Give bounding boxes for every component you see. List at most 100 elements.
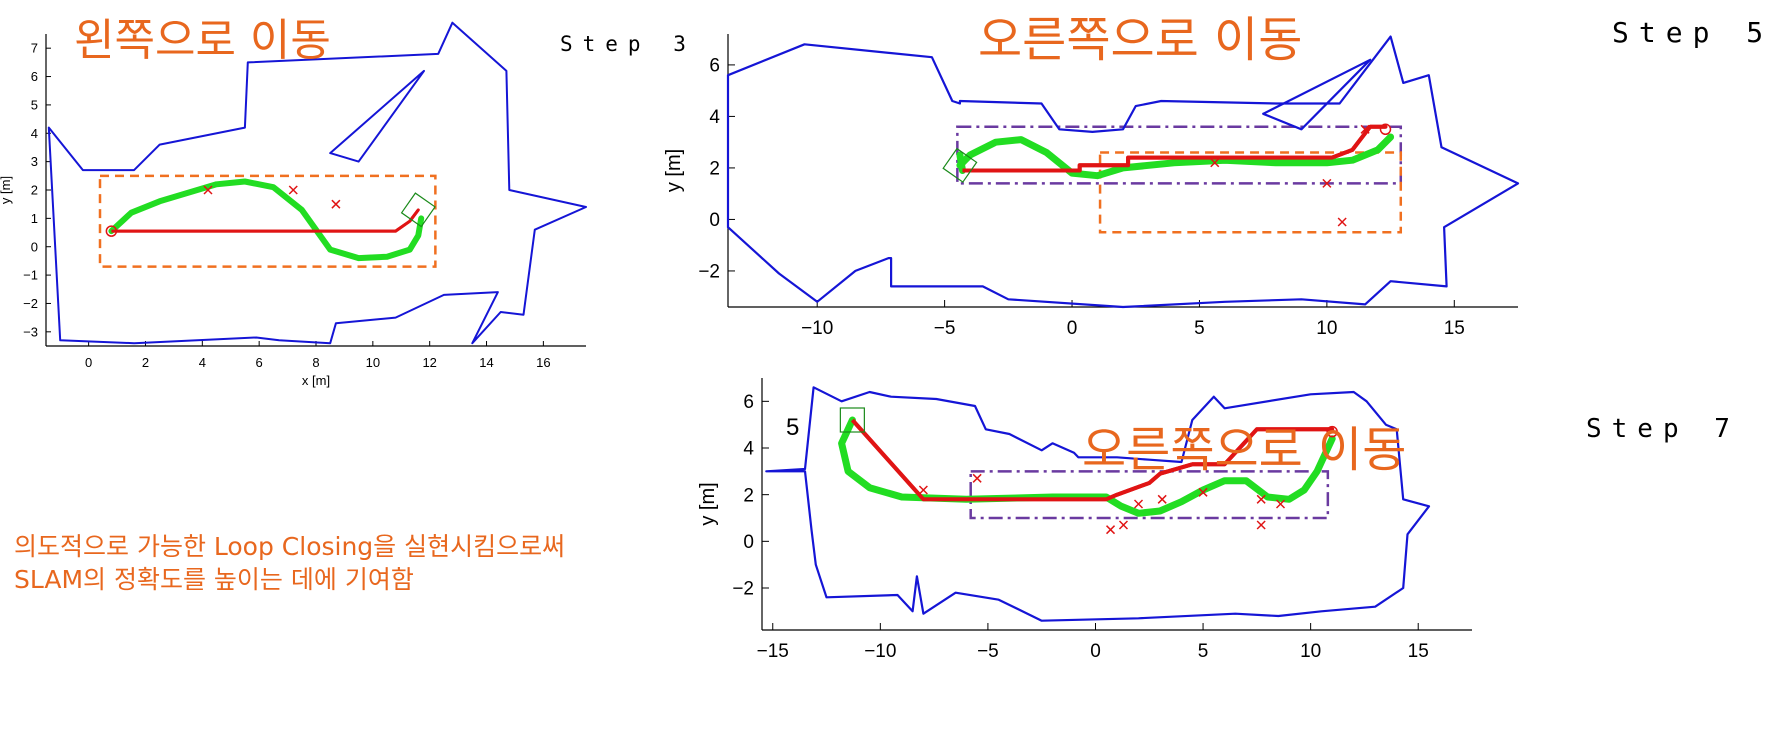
step5-true-trajectory [956,151,966,174]
step3-y-tick-label: 0 [31,239,38,254]
step3-y-tick-label: −2 [23,296,38,311]
step3-x-tick-label: 14 [479,355,493,370]
step5-y-tick-label: 4 [709,107,720,128]
step3-map-outline [329,69,425,163]
step7-landmark-marker [1275,499,1286,509]
step5-true-trajectory [956,133,1395,180]
step3-y-tick-label: 3 [31,154,38,169]
step3-x-tick-label: 4 [199,355,206,370]
step5-estimated-trajectory [962,124,1386,173]
step5-map-outline [1262,58,1372,131]
step3-estimated-trajectory [111,208,420,233]
step7-landmark-marker [972,473,982,483]
step7-landmark-marker [1256,494,1266,504]
step3-y-tick-label: −3 [23,324,38,339]
step3-y-tick-label: 7 [31,41,38,56]
step3-x-tick-label: 16 [536,355,550,370]
step3-y-tick-label: 5 [31,97,38,112]
step3-map-outline [47,21,587,345]
step7-purple-region [969,470,1330,520]
step3-estimated-trajectory [109,208,420,233]
step5-x-tick-label: 0 [1067,318,1078,339]
step7-landmark-marker [918,485,928,495]
step5-landmark-marker [1322,178,1332,188]
step7-x-tick-label: −10 [864,641,896,662]
step7-x-tick-label: 10 [1300,641,1321,662]
panel-step5: −10 −5 0 5 10 15 −2 0 2 4 6 y [m] 오른쪽으로 이동 Step 5 [663,0,1773,400]
caption-step3: 왼쪽으로 이동 [74,15,331,66]
caption-step5: 오른쪽으로 이동 [978,12,1303,68]
step3-y-tick-label: 4 [31,126,38,141]
step5-y-tick-label: 6 [709,56,720,77]
step-label-step7: Step 7 [1586,414,1740,444]
step7-start-marker [1326,425,1338,438]
step3-x-tick-label: 2 [142,355,149,370]
step3-landmark-marker [288,185,298,195]
step5-y-tick-label: 2 [709,159,720,180]
step3-y-tick-label: 1 [31,211,38,226]
step3-x-tick-label: 12 [422,355,436,370]
step5-x-tick-label: 10 [1316,318,1337,339]
step7-estimated-trajectory [850,418,1333,502]
step7-robot-marker [839,407,865,433]
step3-start-marker [105,225,118,237]
step7-landmark-marker [1157,494,1167,504]
step7-true-trajectory [838,416,1336,517]
step3-x-tick-label: 8 [312,355,319,370]
step-label-step3: Step 3 [560,32,696,56]
step3-robot-marker [400,192,436,228]
step5-x-tick-label: 15 [1444,318,1465,339]
description-line-2: SLAM의 정확도를 높이는 데에 기여함 [14,565,414,594]
step3-ylabel: y [m] [0,176,13,204]
step7-x-tick-label: −5 [977,641,999,662]
step7-y-tick-label: 6 [743,392,754,413]
step5-start-marker [1379,123,1392,136]
step-label-step5: Step 5 [1612,16,1773,49]
description-line-1: 의도적으로 가능한 Loop Closing을 실현시킴으로써 [14,532,566,561]
step5-ylabel: y [m] [663,149,685,192]
step7-x-tick-label: 0 [1090,641,1101,662]
step3-y-tick-label: 2 [31,183,38,198]
stray-number-five: 5 [786,414,800,441]
step5-x-tick-label: −10 [801,318,833,339]
step3-y-tick-label: 6 [31,69,38,84]
step5-x-tick-label: 5 [1194,318,1205,339]
step5-map-outline [726,35,1520,309]
step7-landmark-marker [1106,525,1116,535]
step7-map-outline [765,386,1431,622]
step5-y-tick-label: 0 [709,210,720,231]
step7-x-tick-label: 15 [1408,641,1429,662]
step7-x-tick-label: 5 [1198,641,1209,662]
step5-y-tick-label: −2 [698,262,720,283]
step5-landmark-marker [1337,217,1347,227]
step3-y-tick-label: −1 [23,268,38,283]
description: 의도적으로 가능한 Loop Closing을 실현시킴으로써 SLAM의 정확… [14,530,565,596]
step3-orange-region [98,174,437,268]
step7-landmark-marker [1133,499,1144,509]
step3-x-tick-label: 6 [256,355,263,370]
step5-x-tick-label: −5 [934,318,956,339]
step3-landmark-marker [331,199,341,209]
step7-landmark-marker [1256,520,1266,530]
step5-robot-marker [942,147,978,183]
step7-y-tick-label: 0 [743,532,754,553]
panel-step7: −15 −10 −5 0 5 10 15 −2 0 2 4 6 y [m] 오른쪽으로 이동 Step … [697,378,1730,744]
step7-y-tick-label: 4 [743,439,754,460]
step3-x-tick-label: 0 [85,355,92,370]
step7-landmark-marker [1118,520,1128,530]
step3-x-tick-label: 10 [366,355,380,370]
plot-step7: −15 −10 −5 0 5 10 15 −2 0 2 4 6 y [m] [697,378,1472,662]
step5-orange-region [1098,151,1403,234]
step3-true-trajectory [108,178,425,262]
step7-landmark-marker [1198,487,1208,497]
plot-step5: −10 −5 0 5 10 15 −2 0 2 4 6 y [m] [663,34,1520,339]
step3-xlabel: x [m] [302,373,330,388]
step7-y-tick-label: −2 [732,579,754,600]
caption-step7: 오른쪽으로 이동 [1082,422,1407,478]
step7-y-tick-label: 2 [743,485,754,506]
step7-x-tick-label: −15 [757,641,789,662]
step5-landmark-marker [1360,124,1370,134]
step3-landmark-marker [203,185,213,195]
